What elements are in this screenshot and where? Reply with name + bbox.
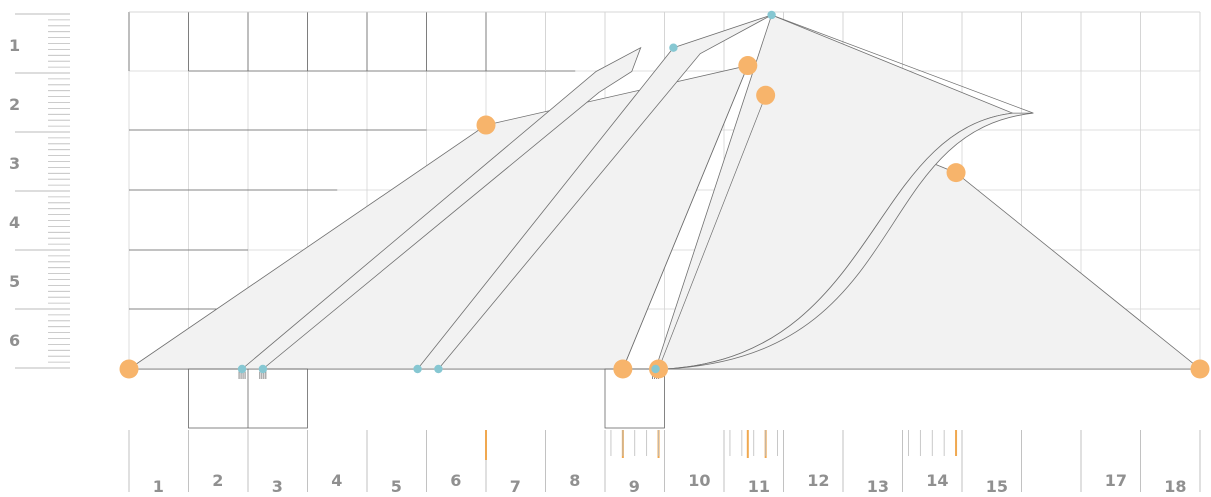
orange-node bbox=[946, 163, 966, 183]
axis-label: 7 bbox=[510, 477, 521, 496]
orange-node bbox=[613, 359, 633, 379]
vertical-ruler: 1 2 3 4 5 6 bbox=[9, 13, 70, 369]
blue-node bbox=[413, 364, 422, 374]
diagram-shapes bbox=[127, 14, 1202, 429]
blue-node bbox=[237, 364, 247, 374]
axis-label: 13 bbox=[867, 477, 889, 496]
ruler-label: 2 bbox=[9, 95, 20, 114]
axis-label: 1 bbox=[153, 477, 164, 496]
diagram-nodes bbox=[119, 10, 1210, 379]
ruler-label: 1 bbox=[9, 36, 20, 55]
blue-node bbox=[258, 364, 268, 374]
axis-label: 11 bbox=[748, 477, 770, 496]
axis-label: 12 bbox=[807, 471, 829, 490]
orange-node bbox=[738, 56, 758, 76]
axis-label: 5 bbox=[391, 477, 402, 496]
axis-label: 6 bbox=[450, 471, 461, 490]
blue-node bbox=[767, 10, 776, 20]
blue-node bbox=[669, 43, 678, 52]
bottom-axis: 1 2 3 4 5 6 7 8 9 10 11 12 13 14 15 17 18 bbox=[128, 430, 1201, 496]
inner-line bbox=[622, 65, 749, 370]
axis-label: 8 bbox=[569, 471, 580, 490]
ruler-label: 6 bbox=[9, 331, 20, 350]
axis-label: 10 bbox=[688, 471, 710, 490]
ruler-label: 3 bbox=[9, 154, 20, 173]
inner-line bbox=[658, 95, 766, 370]
axis-label: 9 bbox=[629, 477, 640, 496]
axis-label: 18 bbox=[1164, 477, 1186, 496]
axis-label: 2 bbox=[212, 471, 223, 490]
axis-label: 4 bbox=[331, 471, 342, 490]
blue-node bbox=[651, 364, 660, 374]
orange-node bbox=[119, 359, 139, 379]
orange-node bbox=[1190, 359, 1210, 379]
orange-node bbox=[756, 85, 776, 105]
ruler-label: 4 bbox=[9, 213, 20, 232]
lower-box-right bbox=[604, 368, 665, 429]
axis-label: 14 bbox=[926, 471, 948, 490]
ruler-label: 5 bbox=[9, 272, 20, 291]
axis-label: 3 bbox=[272, 477, 283, 496]
blue-node bbox=[434, 364, 443, 374]
orange-node bbox=[476, 115, 496, 135]
axis-label: 17 bbox=[1105, 471, 1127, 490]
axis-label: 15 bbox=[986, 477, 1008, 496]
